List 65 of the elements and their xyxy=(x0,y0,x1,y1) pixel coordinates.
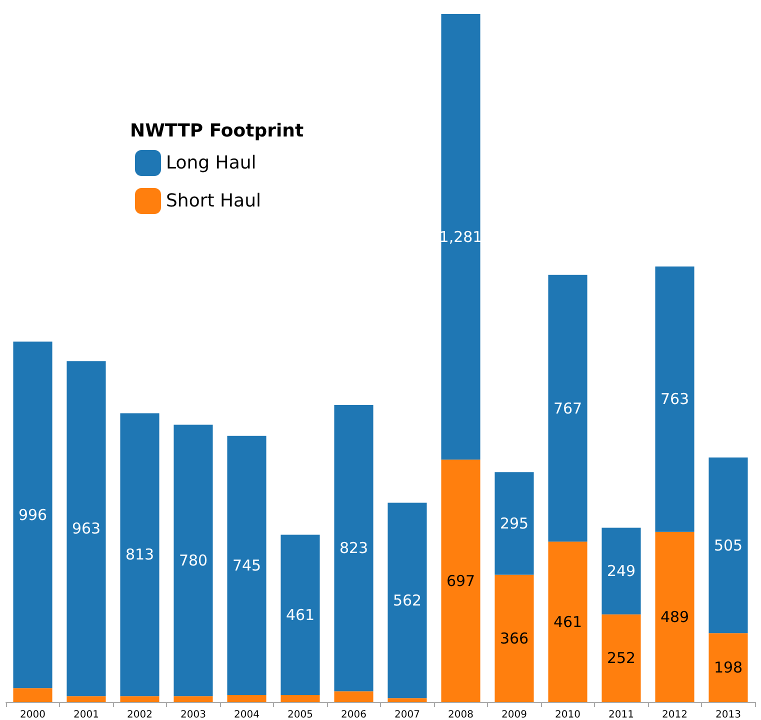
data-label: 295 xyxy=(500,514,529,532)
bar xyxy=(174,696,213,702)
bar xyxy=(120,696,160,702)
x-tick-label: 2008 xyxy=(448,710,474,720)
x-tick-label: 2011 xyxy=(608,710,634,720)
bar xyxy=(334,691,374,702)
data-label: 763 xyxy=(660,390,690,408)
data-label: 252 xyxy=(606,649,636,668)
data-label: 461 xyxy=(553,612,582,631)
x-tick-label: 2007 xyxy=(394,710,420,720)
bar xyxy=(227,436,266,696)
x-tick-label: 2009 xyxy=(502,710,527,720)
bar xyxy=(655,266,694,532)
bar xyxy=(388,698,427,702)
legend-label: Long Haul xyxy=(166,152,256,174)
bar xyxy=(602,614,641,702)
x-tick-label: 2013 xyxy=(716,710,741,720)
legend-label: Short Haul xyxy=(166,190,262,212)
bar xyxy=(548,274,588,542)
data-label: 562 xyxy=(392,591,422,610)
legend-title: NWTTP Footprint xyxy=(130,120,304,142)
data-label: 813 xyxy=(125,546,154,564)
bar xyxy=(441,14,480,460)
bar xyxy=(602,528,641,614)
x-tick-label: 2012 xyxy=(662,710,688,720)
x-tick-label: 2000 xyxy=(20,710,46,720)
x-tick-label: 2003 xyxy=(180,710,206,720)
data-label: 963 xyxy=(72,520,101,538)
data-label: 996 xyxy=(18,506,48,524)
bar xyxy=(441,460,480,702)
x-tick-label: 2004 xyxy=(234,710,260,720)
x-tick-label: 2006 xyxy=(341,710,366,720)
bar xyxy=(494,472,534,575)
bar xyxy=(174,424,213,696)
bar xyxy=(655,532,694,702)
data-label: 745 xyxy=(232,556,262,574)
data-label: 366 xyxy=(500,629,529,648)
bar xyxy=(708,633,748,702)
data-label: 1,281 xyxy=(439,228,482,246)
bar xyxy=(227,695,266,702)
data-label: 780 xyxy=(178,551,208,570)
data-label: 489 xyxy=(660,608,690,626)
bar xyxy=(13,688,52,702)
x-tick-label: 2010 xyxy=(555,710,580,720)
bar xyxy=(494,574,534,702)
bar xyxy=(280,695,320,702)
bar xyxy=(388,502,427,698)
data-label: 767 xyxy=(553,399,582,418)
data-label: 697 xyxy=(446,572,476,590)
bar xyxy=(334,404,374,692)
x-tick-label: 2005 xyxy=(288,710,313,720)
bar xyxy=(548,542,588,702)
data-label: 461 xyxy=(286,606,315,624)
bar xyxy=(66,696,106,702)
bar xyxy=(708,457,748,634)
bar xyxy=(13,342,52,688)
x-tick-label: 2001 xyxy=(74,710,99,720)
data-label: 823 xyxy=(339,539,368,558)
data-label: 249 xyxy=(606,562,636,580)
x-tick-label: 2002 xyxy=(127,710,152,720)
bar xyxy=(66,361,106,696)
bar xyxy=(280,534,320,696)
data-label: 505 xyxy=(714,536,743,554)
data-label: 198 xyxy=(714,658,743,677)
bar xyxy=(120,413,160,696)
